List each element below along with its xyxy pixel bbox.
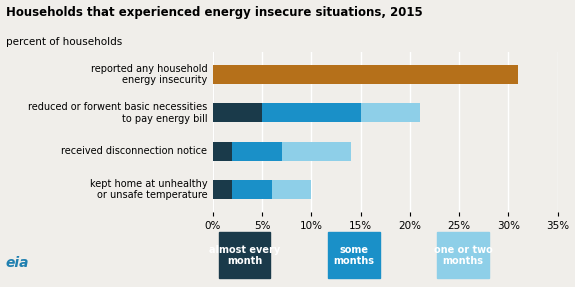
Bar [213,65,518,84]
Bar [262,103,361,123]
Bar [213,141,232,161]
Bar [213,103,262,123]
Text: percent of households: percent of households [6,37,122,47]
Bar [272,180,311,199]
Text: some
months: some months [333,245,374,266]
Bar [213,180,232,199]
Bar [282,141,351,161]
Text: Households that experienced energy insecure situations, 2015: Households that experienced energy insec… [6,6,423,19]
Text: almost every
month: almost every month [209,245,280,266]
Text: one or two
months: one or two months [434,245,492,266]
Bar [232,180,272,199]
Bar [232,141,282,161]
Text: eia: eia [6,256,29,270]
Bar [361,103,420,123]
